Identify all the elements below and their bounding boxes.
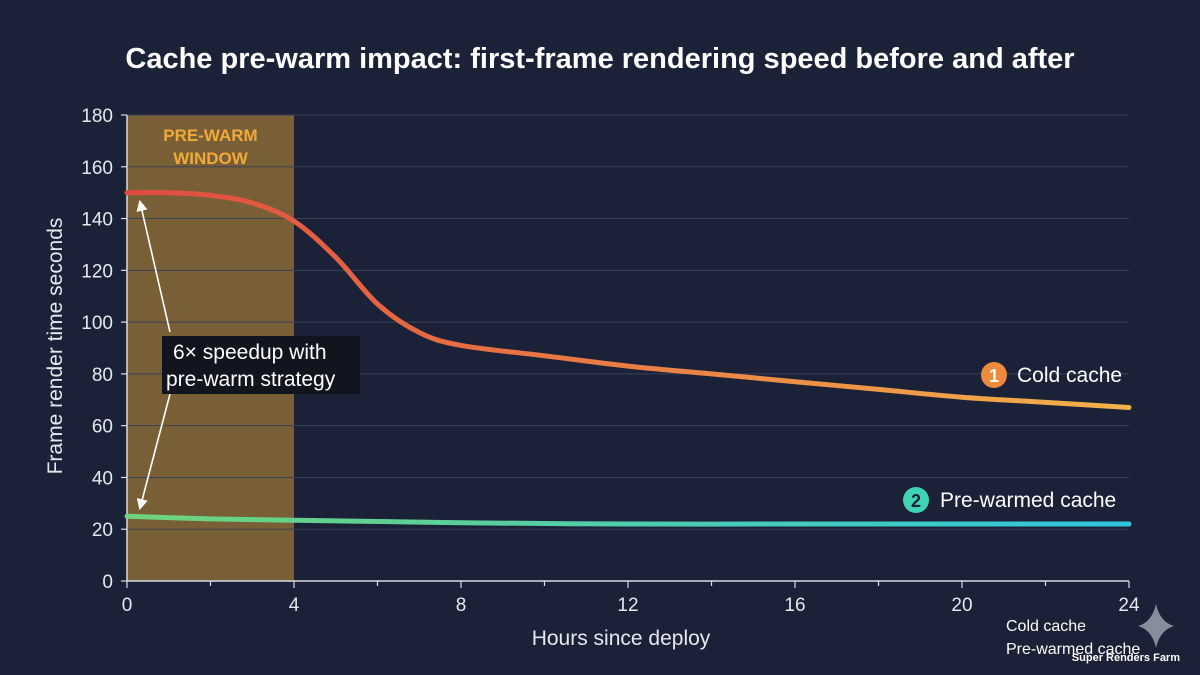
sparkle-icon: [1138, 604, 1174, 648]
series-line-pre-warmed-cache: [124, 513, 1132, 527]
cold-cache-label: Cold cache: [1017, 364, 1122, 387]
x-tick-label: 12: [617, 595, 638, 616]
x-tick-label: 4: [289, 595, 300, 616]
y-tick-label: 0: [102, 572, 113, 593]
annotation-line2: pre-warm strategy: [166, 368, 336, 391]
x-tick-label: 0: [122, 595, 133, 616]
y-tick-label: 100: [81, 313, 113, 334]
legend-label-pre-warmed-cache: Pre-warmed cache: [1006, 641, 1140, 658]
y-tick-label: 120: [81, 261, 113, 282]
annotation-arrow-down: [136, 393, 171, 511]
annotation-line1: 6× speedup with: [173, 341, 327, 364]
series-label-cold-cache: 1 Cold cache: [981, 362, 1122, 388]
y-tick-label: 80: [92, 365, 113, 386]
speedup-annotation: 6× speedup with pre-warm strategy: [136, 199, 360, 511]
pre-warm-label-line2: WINDOW: [173, 149, 249, 168]
x-tick-label: 8: [456, 595, 467, 616]
x-tick-label: 20: [951, 595, 972, 616]
legend-label-cold-cache: Cold cache: [1006, 618, 1086, 635]
pre-warmed-label: Pre-warmed cache: [940, 489, 1116, 512]
y-tick-label: 180: [81, 106, 113, 127]
cold-cache-number-badge: [981, 362, 1007, 388]
chart-title: Cache pre-warm impact: first-frame rende…: [125, 43, 1074, 75]
pre-warmed-badge-number: 2: [911, 491, 921, 511]
y-tick-label: 60: [92, 417, 113, 438]
series-label-pre-warmed-cache: 2 Pre-warmed cache: [903, 487, 1116, 513]
x-axis-ticks: 0 4 8 12 16 20 24: [122, 581, 1140, 616]
y-tick-label: 140: [81, 210, 113, 231]
annotation-arrow-up: [136, 199, 171, 333]
y-axis-ticks: 0 20 40 60 80 100 120 140 160 180: [81, 106, 127, 593]
pre-warm-label-line1: PRE-WARM: [163, 126, 257, 145]
watermark-text: Super Renders Farm: [1072, 652, 1180, 664]
series-line-cold-cache: [124, 189, 1132, 410]
x-axis-label: Hours since deploy: [532, 627, 711, 650]
x-tick-label: 24: [1118, 595, 1140, 616]
y-tick-label: 20: [92, 520, 113, 541]
legend: Cold cache Pre-warmed cache: [949, 618, 1140, 658]
y-tick-label: 40: [92, 468, 113, 489]
y-tick-label: 160: [81, 158, 113, 179]
y-axis-label: Frame render time seconds: [44, 218, 67, 475]
x-tick-label: 16: [784, 595, 805, 616]
annotation-box: [162, 336, 360, 394]
pre-warmed-number-badge: [903, 487, 929, 513]
cold-cache-badge-number: 1: [989, 366, 999, 386]
